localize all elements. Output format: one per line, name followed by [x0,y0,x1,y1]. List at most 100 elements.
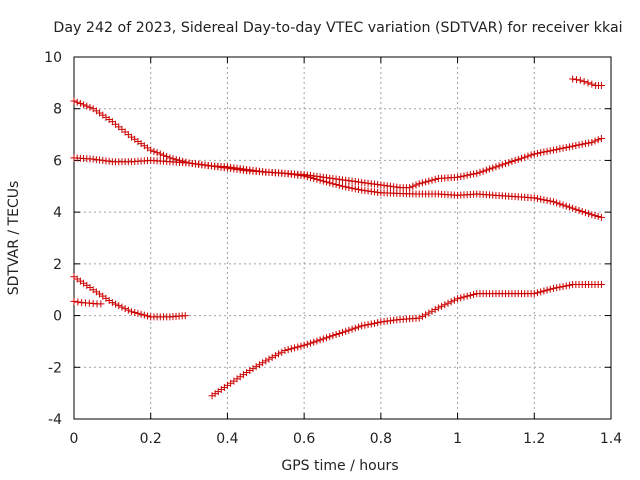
data-point [460,172,468,180]
data-point [345,184,353,192]
data-point [428,176,436,184]
data-point [80,101,88,109]
data-point [540,287,548,295]
data-point [559,282,567,290]
data-point [335,181,343,189]
data-point [540,148,548,156]
data-point [537,195,545,203]
data-point [556,145,564,153]
data-point [546,147,554,155]
data-point [559,201,567,209]
series-lower-short [70,297,105,308]
data-point [316,336,324,344]
data-point [498,161,506,169]
data-point [553,145,561,153]
y-tick-label: 8 [53,102,62,118]
data-point [578,207,586,215]
data-point [562,282,570,290]
data-point [492,163,500,171]
data-point [150,147,158,155]
data-point [354,323,362,331]
data-point [345,326,353,334]
data-point [562,202,570,210]
data-point [434,304,442,312]
data-point [70,97,78,105]
data-point [422,311,430,319]
data-point [572,142,580,150]
data-point [476,168,484,176]
data-point [323,334,331,342]
data-point [553,284,561,292]
data-point [300,341,308,349]
data-point [569,142,577,150]
data-point [262,357,270,365]
data-point [134,309,142,317]
data-point [454,295,462,303]
data-point [597,134,605,142]
data-point [431,306,439,314]
data-point [546,197,554,205]
data-point [284,346,292,354]
data-point [591,212,599,220]
data-point [418,179,426,187]
y-tick-label: 0 [53,309,62,325]
data-point [537,149,545,157]
data-point [581,140,589,148]
x-tick-label: 0 [70,431,79,447]
data-point [457,294,465,302]
data-point [361,321,369,329]
y-tick-label: -4 [48,412,62,428]
data-point [271,352,279,360]
data-point [118,303,126,311]
data-point [294,343,302,351]
data-point [463,171,471,179]
data-point [97,300,105,308]
data-point [569,75,577,83]
data-point [342,327,350,335]
x-tick-label: 0.6 [293,431,315,447]
data-point [441,301,449,309]
data-markers [70,75,605,400]
data-point [291,344,299,352]
series-lower-late [208,281,605,400]
data-point [594,212,602,220]
data-point [364,321,372,329]
data-point [406,184,414,192]
data-point [508,158,516,166]
data-point [431,175,439,183]
data-point [575,206,583,214]
data-point [556,283,564,291]
series-upper-rising [70,134,605,192]
data-point [576,76,584,84]
data-point [415,180,423,188]
data-point [329,332,337,340]
data-point [594,136,602,144]
data-point [409,182,417,190]
data-point [549,284,557,292]
data-point [348,184,356,192]
data-point [255,361,263,369]
data-point [549,198,557,206]
data-point [597,81,605,89]
data-point [521,153,529,161]
data-point [326,333,334,341]
data-point [76,100,84,108]
data-point [259,359,267,367]
data-point [591,137,599,145]
chart-title: Day 242 of 2023, Sidereal Day-to-day VTE… [53,20,622,36]
data-point [489,164,497,172]
data-point [156,150,164,158]
data-point [370,319,378,327]
data-point [585,139,593,147]
data-point [252,363,260,371]
data-point [70,297,78,305]
data-point [569,204,577,212]
y-axis-label: SDTVAR / TECUs [6,181,22,296]
data-point [374,319,382,327]
data-point [597,213,605,221]
y-tick-label: 2 [53,257,62,273]
data-point [537,288,545,296]
data-point [307,339,315,347]
data-point [533,149,541,157]
data-point [115,302,123,310]
